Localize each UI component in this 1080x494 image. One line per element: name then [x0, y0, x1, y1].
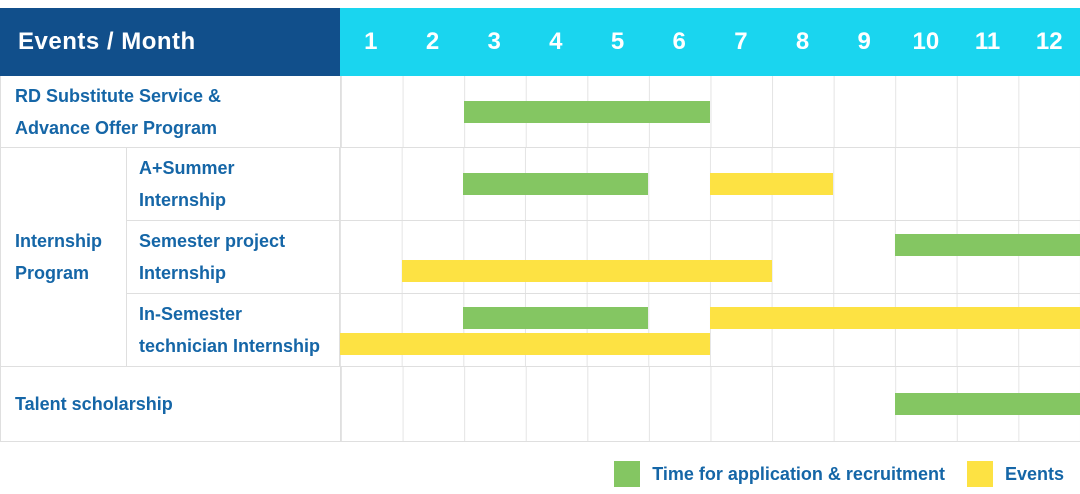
- row-label-rd-substitute-service: RD Substitute Service & Advance Offer Pr…: [1, 76, 341, 147]
- row-in-semester-technician-internship: In-Semester technician Internship: [127, 294, 1080, 366]
- row-a-plus-summer-internship: A+Summer Internship: [127, 148, 1080, 221]
- legend-application-label: Time for application & recruitment: [652, 463, 945, 484]
- gantt-bar-yellow: [710, 307, 1080, 329]
- gantt-bar-green: [463, 173, 649, 195]
- month-label-6: 6: [672, 28, 686, 55]
- legend-application-swatch: [614, 461, 641, 487]
- timeline-a-plus-summer-internship: [340, 148, 1080, 220]
- month-label-2: 2: [425, 28, 440, 55]
- gantt-bar-green: [895, 393, 1080, 415]
- month-label-5: 5: [610, 28, 625, 55]
- month-label-12: 12: [1035, 28, 1063, 55]
- month-label-4: 4: [549, 28, 563, 55]
- gantt-bar-yellow: [401, 260, 772, 282]
- row-label-in-semester-technician-internship: In-Semester technician Internship: [127, 294, 340, 366]
- events-month-header: Events / Month: [0, 8, 340, 76]
- gantt-bar-green: [464, 100, 711, 123]
- row-label-semester-project-internship: Semester project Internship: [127, 221, 340, 293]
- timeline-talent-scholarship: [341, 367, 1080, 441]
- gantt-bar-yellow: [710, 173, 834, 195]
- month-label-11: 11: [974, 28, 1001, 55]
- timeline-in-semester-technician-internship: [340, 294, 1080, 366]
- gantt-bar-green: [895, 234, 1080, 256]
- month-label-1: 1: [364, 28, 378, 55]
- group-label-internship-program: Internship Program: [1, 148, 127, 366]
- gantt-bar-yellow: [340, 333, 710, 355]
- row-semester-project-internship: Semester project Internship: [127, 221, 1080, 294]
- timeline-semester-project-internship: [340, 221, 1080, 293]
- row-rd-substitute-service: RD Substitute Service & Advance Offer Pr…: [1, 76, 1080, 148]
- month-label-10: 10: [912, 28, 940, 55]
- month-label-7: 7: [734, 28, 748, 55]
- month-label-8: 8: [795, 28, 810, 55]
- internship-program-group: Internship Program A+Summer Internship S…: [1, 148, 1080, 367]
- legend-item-events: Events: [966, 461, 1064, 487]
- month-header-strip: 1 2 3 4 5 6 7 8 9 10 11 12: [340, 8, 1080, 76]
- legend-events-label: Events: [1004, 463, 1064, 484]
- table-header-row: Events / Month 1 2 3 4 5 6 7 8 9 10 11 1…: [0, 8, 1080, 76]
- row-label-a-plus-summer-internship: A+Summer Internship: [127, 148, 340, 220]
- month-label-3: 3: [487, 28, 501, 55]
- schedule-table: Events / Month 1 2 3 4 5 6 7 8 9 10 11 1…: [0, 8, 1080, 442]
- internship-program-subrows: A+Summer Internship Semester project Int…: [127, 148, 1080, 366]
- row-talent-scholarship: Talent scholarship: [1, 367, 1080, 442]
- legend-events-swatch: [966, 461, 993, 487]
- gantt-bar-green: [463, 307, 649, 329]
- month-label-9: 9: [857, 28, 871, 55]
- row-label-talent-scholarship: Talent scholarship: [1, 367, 341, 441]
- timeline-rd-substitute-service: [341, 76, 1080, 147]
- legend-item-application: Time for application & recruitment: [614, 461, 945, 487]
- table-body: RD Substitute Service & Advance Offer Pr…: [0, 76, 1080, 442]
- chart-legend: Time for application & recruitment Event…: [614, 461, 1064, 487]
